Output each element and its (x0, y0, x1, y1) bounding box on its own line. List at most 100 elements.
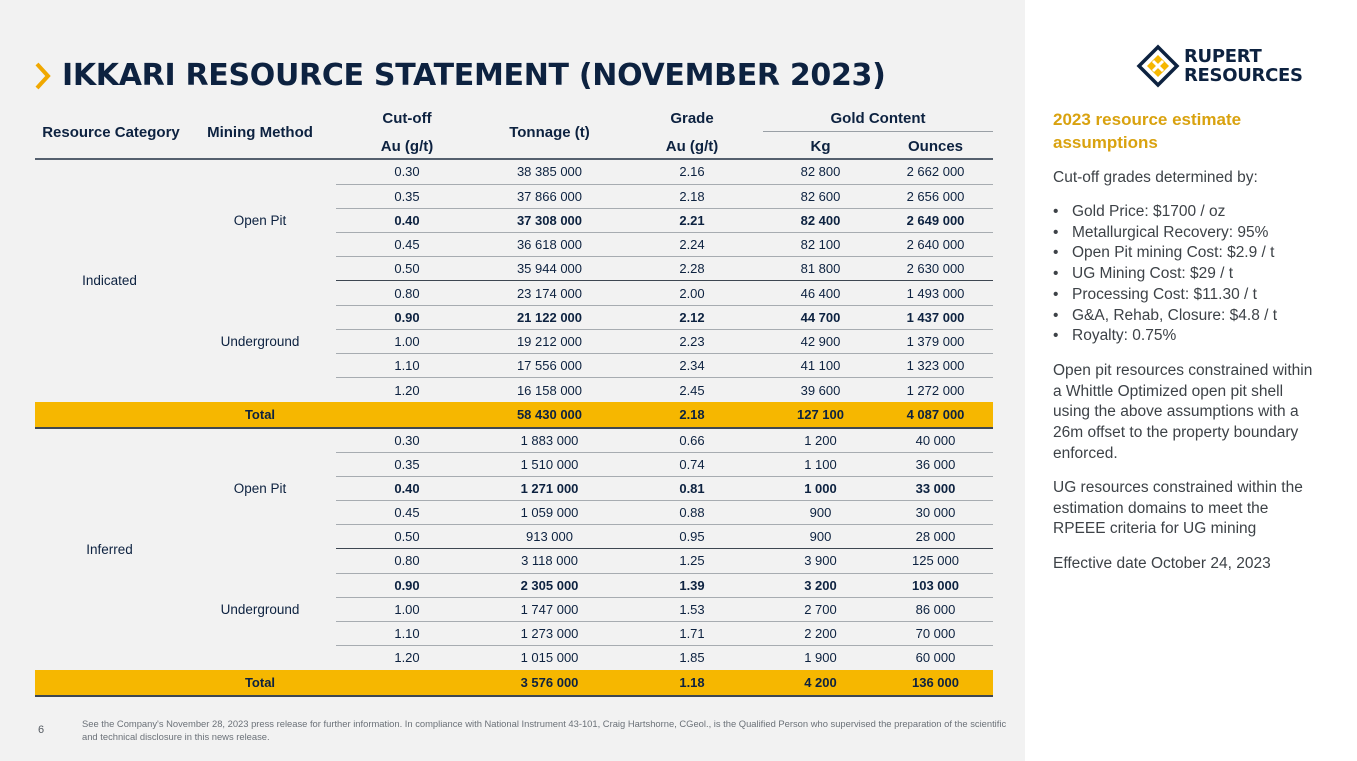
sidebar-panel (1025, 0, 1357, 761)
total-grade: 2.18 (621, 401, 763, 429)
bullet-icon: • (1053, 265, 1059, 283)
cell-kg: 3 900 (763, 548, 878, 574)
table-row: 0.90 2 305 000 1.39 3 200 103 000 (35, 573, 993, 598)
bullet-icon: • (1053, 285, 1059, 303)
logo-line1: RUPERT (1184, 46, 1262, 67)
cell-cutoff: 0.30 (336, 160, 478, 185)
cell-grade: 1.71 (621, 621, 763, 647)
header-gold-divider (763, 131, 993, 132)
list-item: • Gold Price: $1700 / oz (1053, 202, 1343, 223)
cell-kg: 1 000 (763, 476, 878, 501)
header-tonnage: Tonnage (t) (509, 124, 590, 141)
cell-oz: 30 000 (878, 500, 993, 526)
table-row: 0.35 37 866 000 2.18 82 600 2 656 000 (35, 184, 993, 209)
cell-kg: 2 200 (763, 621, 878, 647)
header-kg: Kg (810, 138, 831, 155)
bullet-icon: • (1053, 244, 1059, 262)
table-row: 1.00 1 747 000 1.53 2 700 86 000 (35, 597, 993, 622)
cell-kg: 2 700 (763, 597, 878, 622)
category-cell: Inferred (86, 541, 133, 557)
list-item: • Processing Cost: $11.30 / t (1053, 285, 1343, 306)
cell-cutoff: 1.20 (394, 650, 420, 666)
table-row: 0.40 37 308 000 2.21 82 400 2 649 000 (35, 208, 993, 234)
total-kg: 4 200 (763, 669, 878, 697)
cell-grade: 0.66 (621, 427, 763, 453)
cell-oz: 1 379 000 (878, 329, 993, 355)
slide-main: IKKARI RESOURCE STATEMENT (NOVEMBER 2023… (35, 58, 1007, 742)
total-kg: 127 100 (763, 401, 878, 429)
cell-cutoff: 0.45 (336, 500, 478, 526)
cell-tonnage: 35 944 000 (478, 256, 621, 282)
method-cell: Open Pit (233, 481, 287, 497)
cell-cutoff: 0.35 (336, 184, 478, 209)
cell-grade: 2.18 (621, 184, 763, 209)
cell-grade: 2.16 (621, 160, 763, 185)
sidebar-para-underground: UG resources constrained within the esti… (1053, 479, 1303, 538)
list-item-text: Metallurgical Recovery: 95% (1072, 223, 1269, 241)
list-item-text: Open Pit mining Cost: $2.9 / t (1072, 244, 1275, 262)
cell-tonnage: 16 158 000 (516, 382, 583, 398)
cell-oz: 2 662 000 (878, 160, 993, 185)
cell-oz: 2 630 000 (878, 256, 993, 282)
list-item-text: UG Mining Cost: $29 / t (1072, 265, 1234, 283)
cell-cutoff: 1.20 (394, 382, 420, 398)
list-item: • Open Pit mining Cost: $2.9 / t (1053, 243, 1343, 264)
cell-cutoff: 0.90 (336, 573, 478, 598)
cell-grade: 2.28 (621, 256, 763, 282)
cell-cutoff: 0.90 (336, 305, 478, 330)
cell-oz: 1 323 000 (878, 353, 993, 379)
cell-tonnage: 1 747 000 (478, 597, 621, 622)
total-spacer (336, 669, 478, 697)
sidebar-para-open-pit: Open pit resources constrained within a … (1053, 362, 1313, 462)
total-tonnage: 58 430 000 (478, 401, 621, 429)
cell-oz: 2 656 000 (878, 184, 993, 209)
cell-kg: 42 900 (763, 329, 878, 355)
cell-grade: 0.81 (621, 476, 763, 501)
cell-grade: 1.53 (621, 597, 763, 622)
table-row: 0.50 913 000 0.95 900 28 000 (35, 524, 993, 550)
cell-tonnage: 37 308 000 (478, 208, 621, 234)
table-row: Indicated Open Pit 0.30 38 385 000 2.16 … (35, 160, 993, 288)
sidebar-intro: Cut-off grades determined by: (1053, 169, 1258, 186)
footnote: See the Company's November 28, 2023 pres… (82, 718, 1007, 742)
total-oz: 136 000 (878, 669, 993, 697)
cell-oz: 40 000 (878, 427, 993, 453)
cell-tonnage: 36 618 000 (478, 232, 621, 258)
cell-cutoff: 0.45 (336, 232, 478, 258)
logo-line2: RESOURCES (1184, 65, 1303, 86)
cell-oz: 1 493 000 (878, 280, 993, 306)
cell-kg: 900 (763, 524, 878, 550)
cell-cutoff: 0.35 (336, 452, 478, 477)
list-item: • Metallurgical Recovery: 95% (1053, 223, 1343, 244)
total-tonnage: 3 576 000 (478, 669, 621, 697)
list-item-text: Royalty: 0.75% (1072, 327, 1177, 345)
cell-cutoff: 1.00 (336, 329, 478, 355)
cell-tonnage: 1 015 000 (520, 650, 579, 666)
total-oz: 4 087 000 (878, 401, 993, 429)
table-row: Underground 0.80 23 174 000 2.00 46 400 … (35, 280, 993, 349)
cell-grade: 1.85 (679, 650, 705, 666)
total-label: Total (184, 669, 336, 697)
table-row: 0.45 1 059 000 0.88 900 30 000 (35, 500, 993, 526)
cell-cutoff: 0.40 (336, 208, 478, 234)
cell-oz: 1 437 000 (878, 305, 993, 330)
page-number: 6 (38, 724, 45, 736)
cell-kg: 82 100 (763, 232, 878, 258)
cell-grade: 2.00 (621, 280, 763, 306)
header-grade-unit: Au (g/t) (665, 138, 719, 155)
header-grade: Grade (670, 110, 714, 127)
cell-kg: 1 100 (763, 452, 878, 477)
chevron-right-icon (35, 62, 51, 89)
cell-grade: 2.34 (621, 353, 763, 379)
cell-grade: 2.21 (621, 208, 763, 234)
header-gold-content: Gold Content (830, 110, 926, 127)
bullet-icon: • (1053, 327, 1059, 345)
table-row: 0.50 35 944 000 2.28 81 800 2 630 000 (35, 256, 993, 282)
list-item: • Royalty: 0.75% (1053, 326, 1343, 347)
header-cutoff: Cut-off (382, 110, 432, 127)
cell-cutoff: 1.10 (336, 353, 478, 379)
table-row: Inferred Open Pit 0.30 1 883 000 0.66 1 … (35, 427, 993, 557)
bullet-icon: • (1053, 306, 1059, 324)
cell-cutoff: 0.80 (336, 548, 478, 574)
cell-kg: 39 600 (800, 382, 841, 398)
